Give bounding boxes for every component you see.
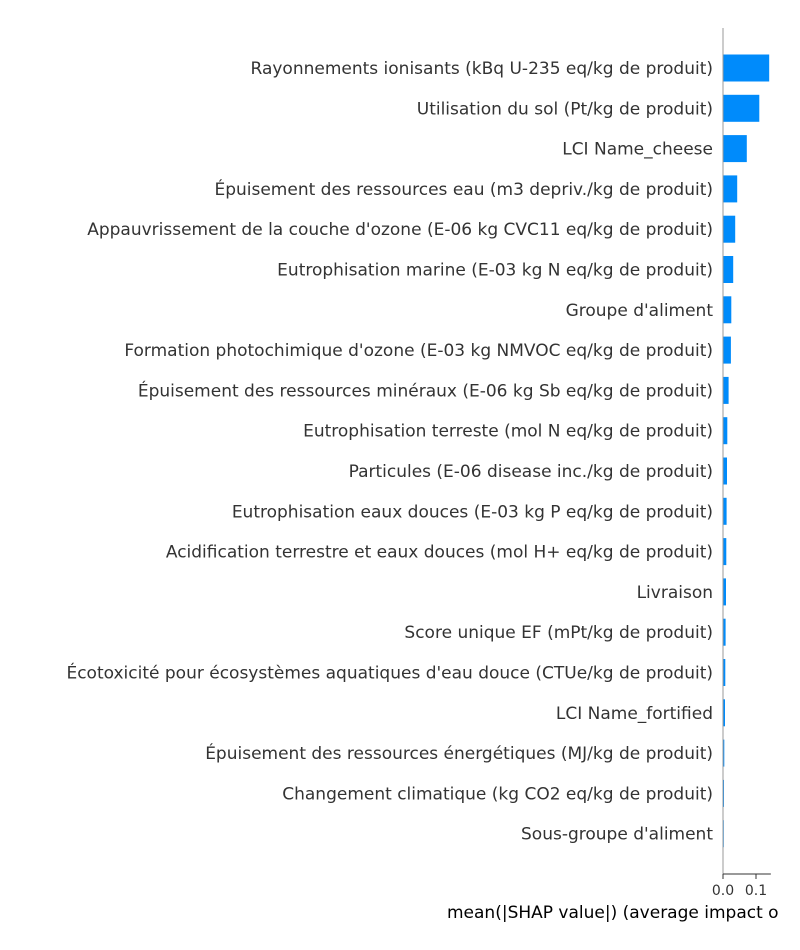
- bar: [723, 497, 727, 525]
- bar: [723, 659, 726, 686]
- category-label: Livraison: [637, 583, 713, 603]
- category-label: LCI Name_fortified: [556, 704, 713, 724]
- category-label: Eutrophisation eaux douces (E-03 kg P eq…: [232, 502, 713, 522]
- bar: [723, 739, 725, 767]
- bar: [723, 94, 760, 122]
- category-label: Épuisement des ressources eau (m3 depriv…: [214, 178, 713, 200]
- category-label: LCI Name_cheese: [562, 140, 713, 160]
- bar: [723, 135, 747, 163]
- bar: [723, 336, 731, 364]
- bar: [723, 376, 729, 404]
- x-tick-label: 0.0: [712, 883, 734, 899]
- category-label: Eutrophisation marine (E-03 kg N eq/kg d…: [277, 261, 713, 281]
- category-label: Particules (E-06 disease inc./kg de prod…: [349, 462, 713, 482]
- bars: [723, 54, 770, 848]
- category-label: Score unique EF (mPt/kg de produit): [404, 623, 713, 643]
- category-label: Rayonnements ionisants (kBq U-235 eq/kg …: [251, 59, 713, 79]
- bar: [723, 296, 732, 324]
- category-label: Utilisation du sol (Pt/kg de produit): [417, 99, 713, 119]
- x-ticks: 0.0 0.1: [712, 874, 767, 899]
- category-label: Changement climatique (kg CO2 eq/kg de p…: [282, 784, 713, 804]
- category-label: Épuisement des ressources minéraux (E-06…: [138, 379, 713, 401]
- bar: [723, 538, 727, 566]
- bar: [723, 578, 726, 606]
- category-label: Groupe d'aliment: [566, 301, 714, 321]
- x-axis-title: mean(|SHAP value|) (average impact o: [447, 903, 779, 923]
- category-label: Acidification terrestre et eaux douces (…: [166, 543, 713, 563]
- category-label: Écotoxicité pour écosystèmes aquatiques …: [66, 662, 713, 684]
- category-label: Formation photochimique d'ozone (E-03 kg…: [124, 341, 713, 361]
- bar: [723, 54, 770, 82]
- bar: [723, 618, 726, 646]
- category-label: Appauvrissement de la couche d'ozone (E-…: [87, 220, 713, 240]
- bar: [723, 215, 736, 243]
- bar: [723, 175, 738, 203]
- category-label: Sous-groupe d'aliment: [521, 825, 713, 845]
- bar: [723, 256, 734, 283]
- x-tick-label: 0.1: [745, 883, 767, 899]
- category-label: Eutrophisation terreste (mol N eq/kg de …: [303, 422, 713, 442]
- category-labels: Rayonnements ionisants (kBq U-235 eq/kg …: [66, 59, 713, 845]
- bar: [723, 699, 725, 727]
- bar: [723, 417, 728, 445]
- category-label: Épuisement des ressources énergétiques (…: [205, 742, 713, 764]
- bar: [723, 457, 727, 485]
